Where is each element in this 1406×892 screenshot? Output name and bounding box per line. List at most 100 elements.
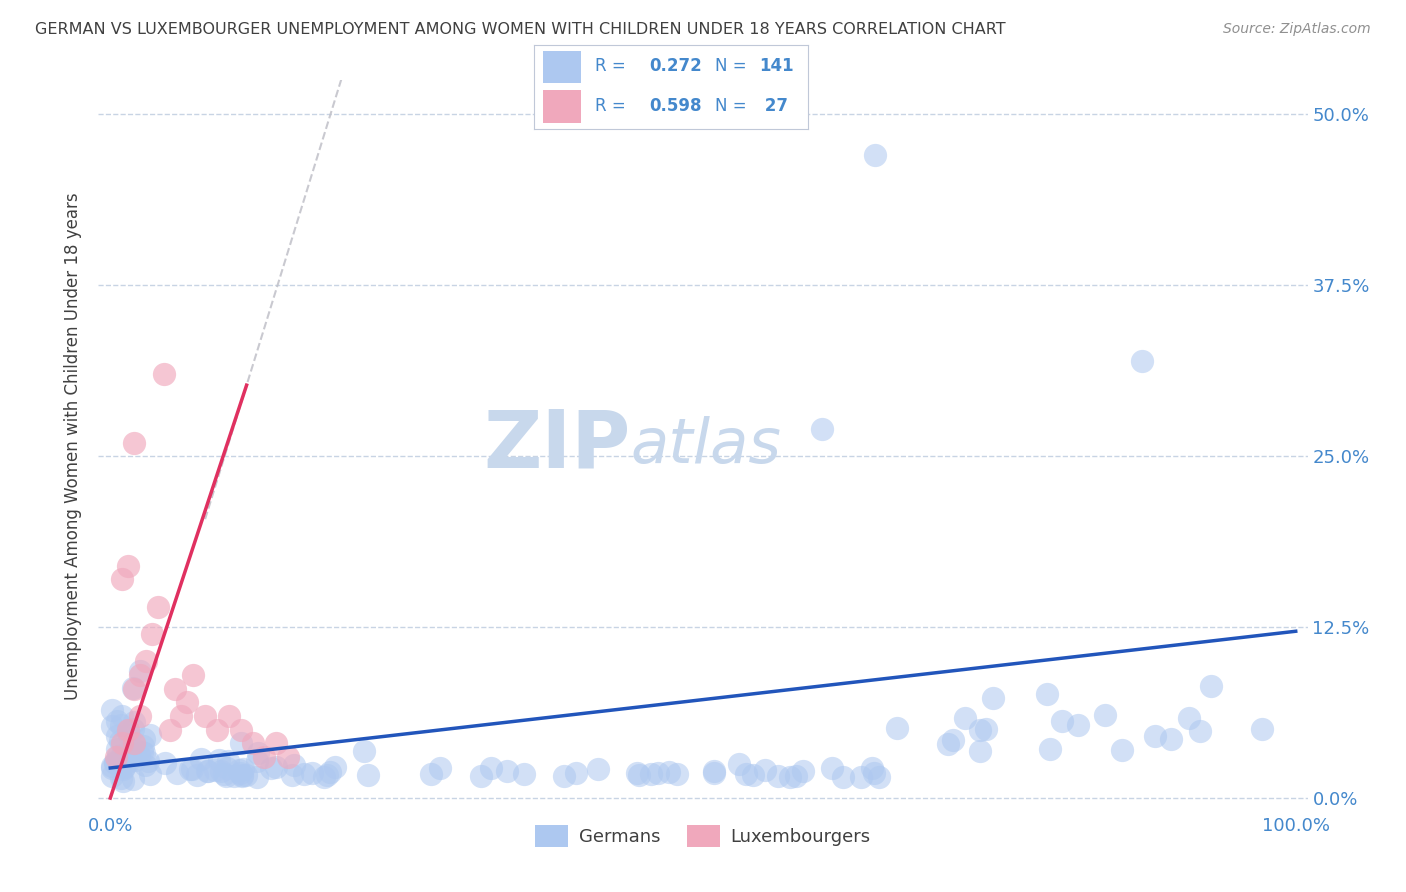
- Point: [100, 759, 122, 773]
- Point: [1036, 687, 1059, 701]
- Point: [108, 733, 131, 747]
- Point: [117, 723, 139, 737]
- Point: [953, 711, 976, 725]
- Point: [101, 718, 124, 732]
- Point: [138, 754, 160, 768]
- Point: [104, 756, 127, 771]
- Point: [512, 767, 534, 781]
- Point: [128, 747, 150, 762]
- Point: [231, 768, 253, 782]
- Point: [215, 761, 238, 775]
- Point: [1251, 722, 1274, 736]
- Point: [1160, 732, 1182, 747]
- Point: [132, 739, 155, 754]
- Point: [104, 755, 127, 769]
- Point: [565, 766, 588, 780]
- Text: 0.598: 0.598: [650, 97, 702, 115]
- Point: [259, 761, 281, 775]
- Text: 27: 27: [759, 97, 789, 115]
- Point: [128, 664, 150, 678]
- Point: [264, 736, 287, 750]
- Point: [785, 769, 807, 783]
- Point: [820, 761, 842, 775]
- Point: [228, 764, 250, 778]
- Point: [218, 709, 240, 723]
- Point: [981, 690, 1004, 705]
- Point: [105, 729, 128, 743]
- Point: [246, 754, 269, 768]
- Point: [152, 368, 174, 382]
- Point: [626, 765, 648, 780]
- Point: [496, 764, 519, 778]
- Point: [118, 728, 141, 742]
- Point: [640, 767, 662, 781]
- Point: [229, 723, 252, 737]
- Point: [277, 750, 299, 764]
- Point: [197, 764, 219, 778]
- Point: [155, 756, 177, 770]
- Point: [115, 748, 138, 763]
- Point: [117, 558, 139, 573]
- Point: [212, 767, 235, 781]
- Point: [194, 709, 217, 723]
- Point: [179, 762, 201, 776]
- Point: [319, 765, 342, 780]
- Point: [703, 766, 725, 780]
- Point: [1178, 710, 1201, 724]
- Point: [110, 718, 132, 732]
- Point: [862, 766, 884, 780]
- Point: [141, 627, 163, 641]
- Point: [862, 762, 884, 776]
- Point: [124, 753, 146, 767]
- Point: [105, 714, 128, 728]
- Point: [124, 742, 146, 756]
- Point: [886, 721, 908, 735]
- Point: [229, 765, 252, 780]
- Point: [735, 766, 758, 780]
- Point: [132, 732, 155, 747]
- Point: [112, 760, 135, 774]
- Point: [107, 748, 129, 763]
- Point: [132, 747, 155, 761]
- Point: [810, 422, 832, 436]
- Point: [190, 752, 212, 766]
- Point: [429, 761, 451, 775]
- Point: [969, 723, 991, 737]
- Point: [1039, 741, 1062, 756]
- Y-axis label: Unemployment Among Women with Children Under 18 years: Unemployment Among Women with Children U…: [65, 192, 83, 700]
- Point: [1111, 743, 1133, 757]
- Point: [112, 762, 135, 776]
- Point: [195, 764, 218, 778]
- Point: [222, 769, 245, 783]
- Text: R =: R =: [595, 57, 631, 75]
- Point: [1050, 714, 1073, 729]
- Text: N =: N =: [716, 97, 747, 115]
- Point: [647, 766, 669, 780]
- Point: [969, 744, 991, 758]
- Point: [111, 736, 134, 750]
- Point: [231, 769, 253, 783]
- Point: [118, 747, 141, 761]
- Point: [1144, 729, 1167, 743]
- Point: [139, 767, 162, 781]
- Point: [170, 709, 193, 723]
- FancyBboxPatch shape: [543, 90, 581, 122]
- Point: [419, 766, 441, 780]
- Point: [181, 668, 204, 682]
- Point: [205, 723, 228, 737]
- Text: 141: 141: [759, 57, 794, 75]
- Point: [936, 737, 959, 751]
- Point: [101, 761, 124, 775]
- Point: [868, 770, 890, 784]
- Point: [666, 767, 689, 781]
- Point: [247, 746, 270, 760]
- Point: [627, 768, 650, 782]
- Point: [100, 769, 122, 783]
- Point: [281, 768, 304, 782]
- Point: [553, 769, 575, 783]
- Point: [766, 769, 789, 783]
- Point: [942, 733, 965, 747]
- Point: [974, 722, 997, 736]
- Point: [232, 762, 254, 776]
- Point: [207, 753, 229, 767]
